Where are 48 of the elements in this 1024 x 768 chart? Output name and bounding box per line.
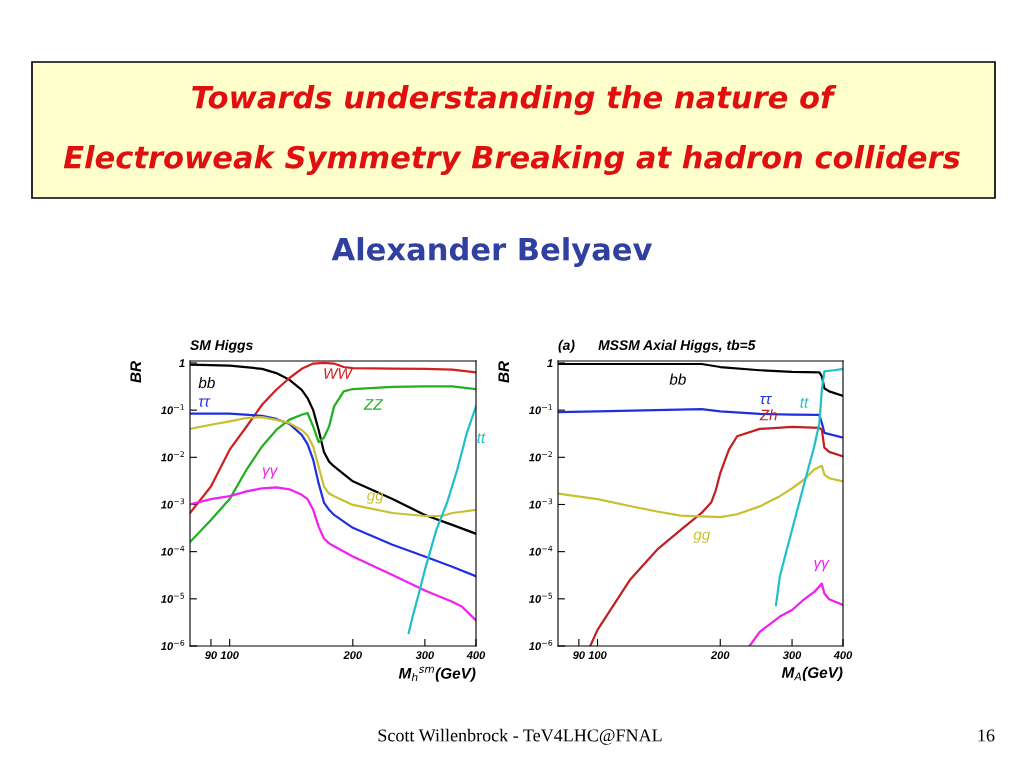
x-tick-label: 90 — [572, 651, 585, 660]
y-tick-label: 10$^{−2}$ — [528, 451, 552, 462]
x-tick-label: 90 — [205, 651, 217, 660]
y-tick-label: 10$^{−1}$ — [528, 404, 553, 415]
series-label: ZZ — [363, 399, 384, 410]
y-tick-label: 10$^{−3}$ — [160, 498, 185, 509]
series-label: bb — [198, 376, 215, 389]
x-tick-label: 200 — [343, 651, 362, 660]
x-tick-label: 300 — [415, 651, 435, 660]
chart-title: SM Higgs — [190, 339, 253, 353]
x-tick-label: 100 — [220, 651, 239, 660]
y-tick-label: 10$^{−1}$ — [160, 404, 185, 415]
y-tick-label: 10$^{−2}$ — [160, 451, 184, 462]
text: Alexander Belyaev — [331, 237, 652, 267]
y-tick-label: 10$^{−3}$ — [528, 498, 553, 509]
text: 16 — [978, 729, 995, 742]
x-tick-label: 200 — [710, 651, 730, 660]
y-tick-label: 10$^{−6}$ — [528, 639, 553, 651]
series-label: gg — [693, 531, 711, 543]
x-tick-label: 400 — [466, 651, 486, 660]
line-series — [407, 405, 476, 634]
y-tick-label: 10$^{−4}$ — [160, 545, 185, 556]
y-tick-label: 10$^{−4}$ — [528, 545, 553, 556]
text: Towards understanding the nature of — [192, 85, 837, 115]
y-axis-title: BR — [498, 361, 509, 383]
series-label: tt — [800, 397, 809, 408]
x-tick-label: 400 — [833, 651, 853, 660]
x-tick-label: 100 — [588, 651, 607, 660]
x-tick-label: 300 — [782, 651, 802, 660]
y-tick-label: 1 — [547, 359, 553, 367]
x-axis-title: M$_{A}$(GeV) — [781, 666, 843, 682]
series-label: bb — [669, 373, 686, 385]
y-tick-label: 10$^{−5}$ — [160, 592, 185, 603]
series-label: ττ — [760, 395, 772, 405]
y-tick-label: 1 — [179, 359, 185, 367]
y-axis-title: BR — [130, 361, 141, 383]
series-label: γγ — [262, 467, 279, 479]
series-label: gg — [366, 492, 384, 504]
series-label: ττ — [198, 398, 211, 407]
text: Electroweak Symmetry Breaking at hadron colliders — [63, 145, 960, 175]
series-label: tt — [477, 433, 486, 444]
y-tick-label: 10$^{−5}$ — [528, 592, 553, 603]
chart-title: (a) MSSM Axial Higgs, tb=5 — [558, 339, 756, 353]
series-label: γγ — [814, 560, 830, 572]
y-tick-label: 10$^{−6}$ — [160, 639, 185, 651]
x-axis-title: M$_{h}$$^{sm}$(GeV) — [398, 666, 476, 682]
text: Scott Willenbrock - TeV4LHC@FNAL — [378, 728, 662, 745]
series-label: WW — [324, 368, 354, 379]
